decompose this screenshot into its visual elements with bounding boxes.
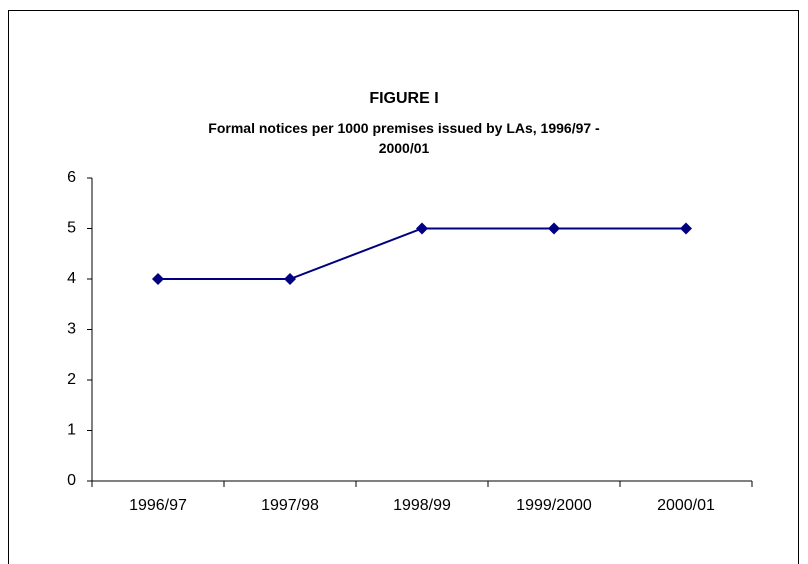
y-tick-label: 0 xyxy=(67,472,76,489)
chart-subtitle: Formal notices per 1000 premises issued … xyxy=(208,120,600,156)
marker xyxy=(416,222,428,235)
marker xyxy=(680,222,692,235)
y-tick-label: 5 xyxy=(67,220,76,237)
marker xyxy=(284,273,296,285)
chart-border xyxy=(8,10,799,564)
x-tick-label: 2000/01 xyxy=(657,497,715,514)
x-tick-label: 1996/97 xyxy=(129,497,187,514)
marker xyxy=(548,222,560,235)
y-tick-label: 2 xyxy=(67,371,76,388)
x-tick-label: 1999/2000 xyxy=(516,497,592,514)
y-tick-label: 3 xyxy=(67,321,76,338)
y-tick-label: 6 xyxy=(67,169,76,186)
marker xyxy=(152,273,164,285)
y-tick-label: 1 xyxy=(67,422,76,439)
chart-title: FIGURE I xyxy=(369,90,438,107)
y-tick-label: 4 xyxy=(67,270,76,287)
x-tick-label: 1997/98 xyxy=(261,497,319,514)
x-tick-label: 1998/99 xyxy=(393,497,451,514)
